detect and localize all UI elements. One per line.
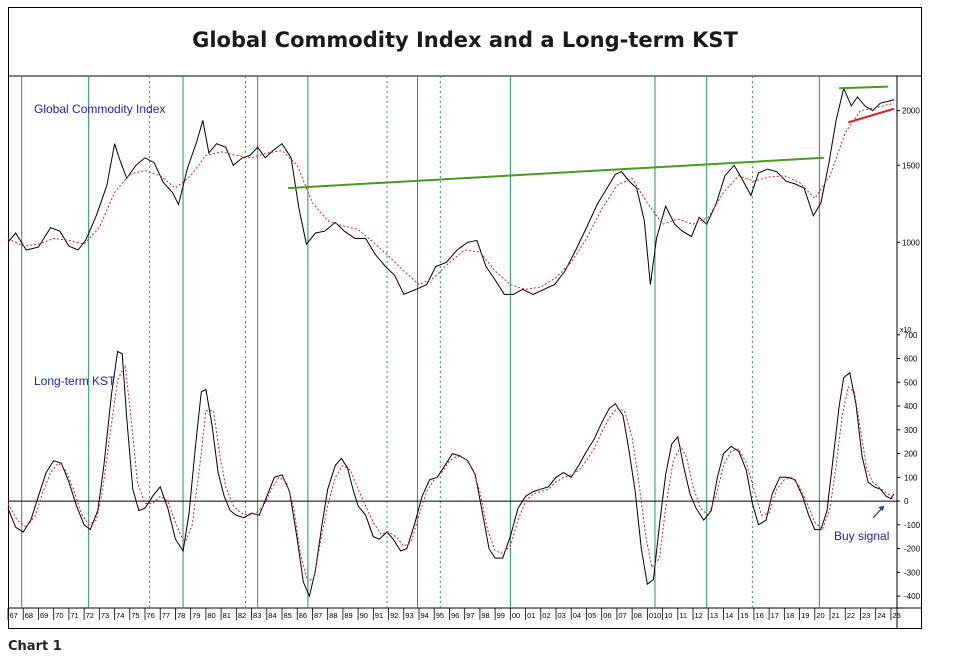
price-y-tick-label: 2000 [902, 107, 920, 116]
kst-y-tick-label: 500 [904, 378, 918, 387]
kst-panel-label: Long-term KST [34, 374, 116, 388]
x-tick-label: 98 [481, 611, 489, 620]
chart-caption: Chart 1 [8, 639, 62, 654]
x-tick-label: 04 [573, 611, 581, 620]
price-moving-average-line [7, 102, 895, 290]
kst-y-tick-label: 400 [904, 402, 918, 411]
x-tick-label: 00 [512, 611, 520, 620]
x-tick-label: 92 [390, 611, 398, 620]
kst-line [7, 350, 895, 598]
x-tick-label: 68 [25, 611, 33, 620]
price-y-tick-label: 1500 [902, 161, 920, 170]
x-tick-label: 17 [771, 611, 779, 620]
x-tick-label: 79 [192, 611, 200, 620]
x-tick-label: 73 [101, 611, 109, 620]
x-tick-label: 12 [695, 611, 703, 620]
x-tick-label: 97 [466, 611, 474, 620]
kst-y-tick-label: -300 [904, 568, 921, 577]
price-line [7, 86, 895, 296]
x-tick-label: 07 [618, 611, 626, 620]
x-tick-label: 06 [603, 611, 611, 620]
x-tick-label: 08 [634, 611, 642, 620]
kst-y-tick-label: -200 [904, 545, 921, 554]
x-tick-label: 72 [86, 611, 94, 620]
kst-y-tick-label: 300 [904, 426, 918, 435]
x-tick-label: 01 [527, 611, 535, 620]
x-tick-label: 10 [664, 611, 672, 620]
x-tick-label: 90 [360, 611, 368, 620]
kst-y-tick-label: 100 [904, 473, 918, 482]
x-tick-label: 88 [329, 611, 337, 620]
x-tick-label: 70 [55, 611, 63, 620]
x-tick-label: 82 [238, 611, 246, 620]
x-tick-label: 14 [725, 611, 733, 620]
green-trendline [839, 85, 888, 90]
buy-signal-arrowhead [878, 506, 884, 511]
x-tick-label: 21 [832, 611, 840, 620]
red-trendline [848, 107, 895, 124]
x-tick-label: 93 [405, 611, 413, 620]
x-tick-label: 75 [131, 611, 139, 620]
x-tick-label: 91 [375, 611, 383, 620]
x-tick-label: 76 [147, 611, 155, 620]
kst-y-tick-label: -100 [904, 521, 921, 530]
x-tick-label: 22 [847, 611, 855, 620]
x-tick-label: 19 [801, 611, 809, 620]
x-tick-label: 69 [40, 611, 48, 620]
kst-y-tick-label: -400 [904, 592, 921, 601]
x-tick-label: 05 [588, 611, 596, 620]
price-panel-label: Global Commodity Index [34, 102, 165, 116]
x-tick-label: 77 [162, 611, 170, 620]
x-tick-label: 89 [344, 611, 352, 620]
x-tick-label: 25 [892, 611, 900, 620]
x-tick-label: 16 [755, 611, 763, 620]
price-y-tick-label: 1000 [902, 238, 920, 247]
x-tick-label: 80 [207, 611, 215, 620]
x-tick-label: 67 [10, 611, 18, 620]
x-tick-label: 99 [497, 611, 505, 620]
kst-y-tick-label: 600 [904, 355, 918, 364]
x-tick-label: 24 [877, 611, 885, 620]
x-tick-label: 02 [542, 611, 550, 620]
x-tick-label: 96 [451, 611, 459, 620]
chart-frame [8, 7, 922, 629]
x-tick-label: 78 [177, 611, 185, 620]
x-tick-label: 11 [679, 611, 687, 620]
kst-signal-line [7, 363, 894, 583]
green-trendline [288, 156, 824, 190]
kst-y-tick-label: 700 [904, 331, 918, 340]
x-tick-label: 23 [862, 611, 870, 620]
kst-axis-multiplier: x10 [900, 327, 911, 334]
x-tick-label: 15 [740, 611, 748, 620]
x-tick-label: 74 [116, 611, 124, 620]
x-tick-label: 03 [558, 611, 566, 620]
x-tick-label: 94 [421, 611, 429, 620]
x-tick-label: 010 [649, 611, 662, 620]
x-tick-label: 20 [816, 611, 824, 620]
x-tick-label: 85 [284, 611, 292, 620]
x-tick-label: 84 [268, 611, 276, 620]
x-tick-label: 71 [70, 611, 78, 620]
x-tick-label: 83 [253, 611, 261, 620]
buy-signal-label: Buy signal [834, 529, 889, 543]
kst-y-tick-label: 200 [904, 450, 918, 459]
x-tick-label: 95 [436, 611, 444, 620]
kst-y-tick-label: 0 [904, 497, 909, 506]
chart-title: Global Commodity Index and a Long-term K… [192, 28, 738, 52]
x-tick-label: 18 [786, 611, 794, 620]
x-tick-label: 86 [299, 611, 307, 620]
x-tick-label: 87 [314, 611, 322, 620]
x-tick-label: 13 [710, 611, 718, 620]
x-tick-label: 81 [223, 611, 231, 620]
